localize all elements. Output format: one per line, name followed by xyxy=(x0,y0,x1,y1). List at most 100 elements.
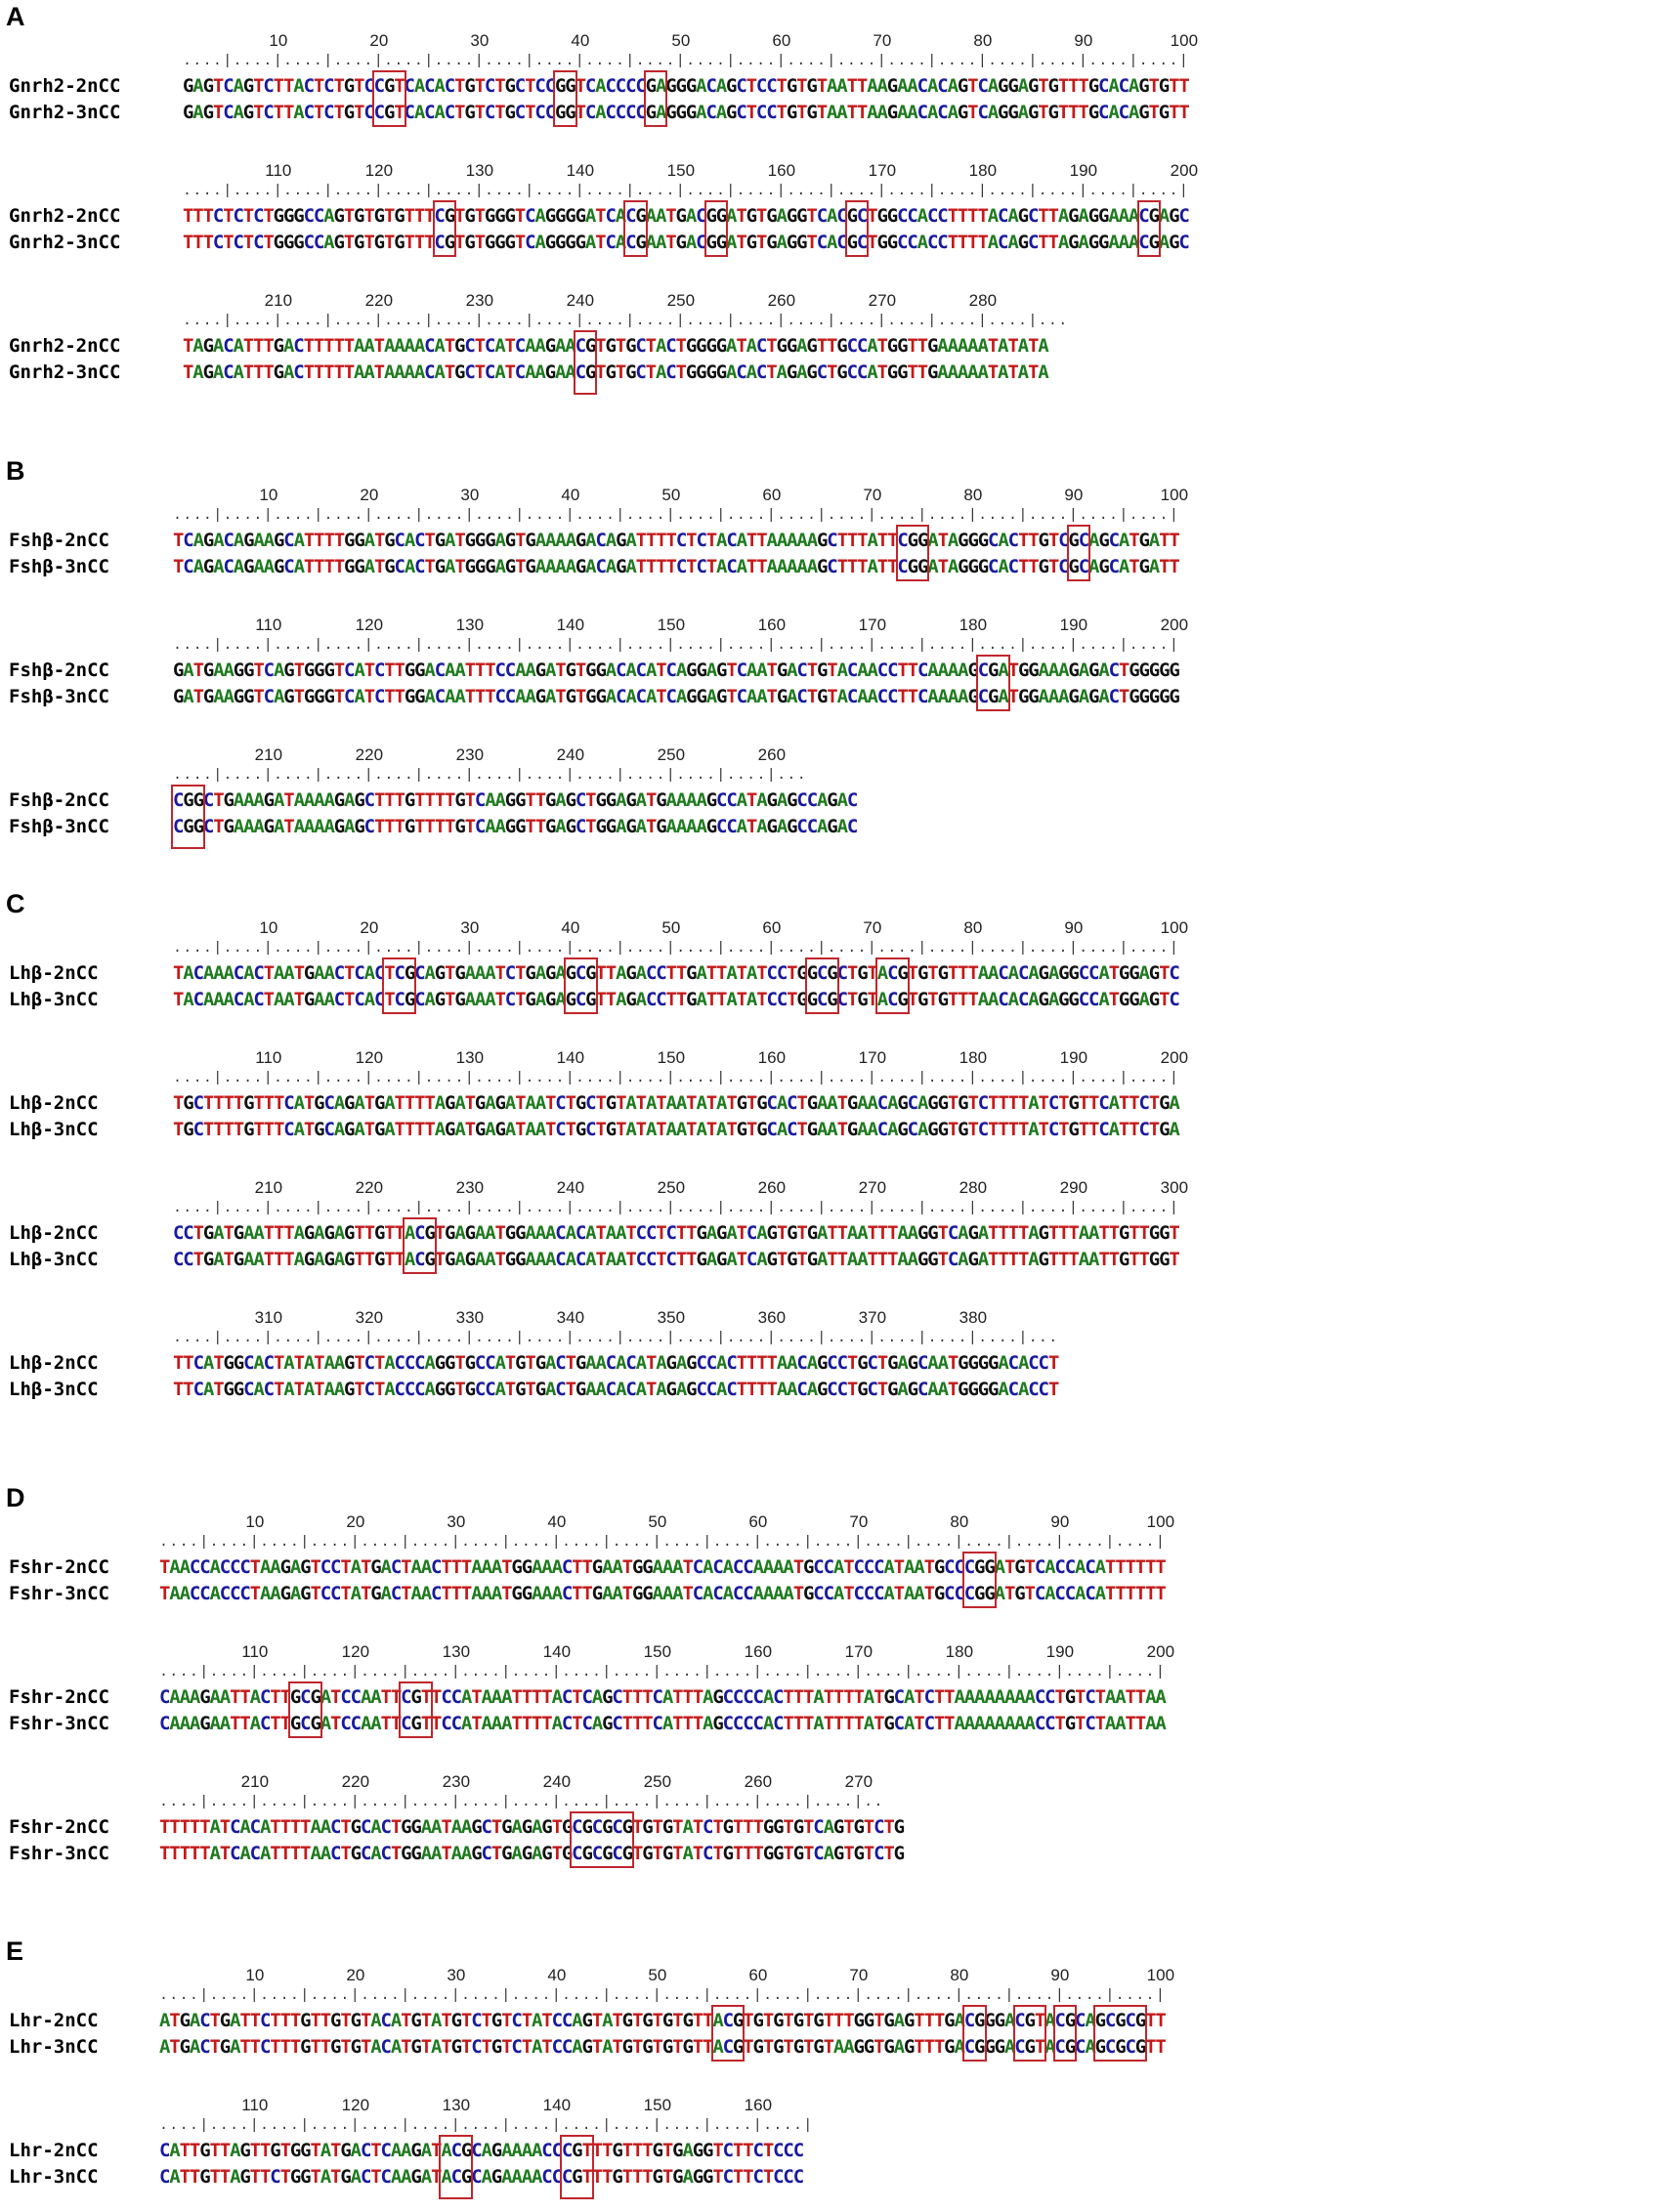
ruler-tick-label: 240 xyxy=(542,1772,572,1791)
nucleotide-t: T xyxy=(279,2140,292,2161)
nucleotide-a: A xyxy=(796,335,808,357)
nucleotide-t: T xyxy=(273,1249,285,1270)
nucleotide-t: T xyxy=(803,1686,815,1708)
nucleotide-g: G xyxy=(1115,2036,1127,2058)
nucleotide-g: G xyxy=(642,1816,654,1838)
nucleotide-t: T xyxy=(501,2036,513,2058)
nucleotide-c: C xyxy=(696,205,707,227)
nucleotide-c: C xyxy=(1038,1352,1049,1374)
nucleotide-g: G xyxy=(696,1222,707,1244)
nucleotide-t: T xyxy=(283,1222,295,1244)
nucleotide-t: T xyxy=(927,962,939,984)
nucleotide-g: G xyxy=(736,1119,748,1140)
nucleotide-t: T xyxy=(923,2010,936,2031)
nucleotide-t: T xyxy=(1118,659,1130,681)
sequence-row: TTTCTCTCTGGGCCAGTGTGTGTTTCGTGTGGGTCAGGGG… xyxy=(183,205,1190,227)
nucleotide-t: T xyxy=(373,530,386,551)
nucleotide-c: C xyxy=(876,686,889,707)
nucleotide-g: G xyxy=(464,1222,477,1244)
nucleotide-a: A xyxy=(183,686,194,707)
nucleotide-g: G xyxy=(1148,686,1161,707)
nucleotide-g: G xyxy=(534,686,547,707)
nucleotide-a: A xyxy=(813,1713,825,1734)
nucleotide-t: T xyxy=(450,1583,463,1604)
nucleotide-a: A xyxy=(907,102,918,123)
nucleotide-g: G xyxy=(464,232,476,253)
nucleotide-a: A xyxy=(169,1556,181,1578)
nucleotide-c: C xyxy=(340,1713,352,1734)
nucleotide-a: A xyxy=(243,989,255,1010)
nucleotide-a: A xyxy=(766,530,778,551)
nucleotide-a: A xyxy=(572,2010,583,2031)
nucleotide-g: G xyxy=(612,2140,623,2161)
nucleotide-c: C xyxy=(773,1686,785,1708)
nucleotide-c: C xyxy=(424,362,436,383)
nucleotide-a: A xyxy=(806,530,819,551)
nucleotide-g: G xyxy=(289,2140,302,2161)
ruler-tick-label: 150 xyxy=(666,161,696,180)
nucleotide-c: C xyxy=(283,1119,295,1140)
nucleotide-g: G xyxy=(354,232,365,253)
nucleotide-t: T xyxy=(665,530,677,551)
nucleotide-a: A xyxy=(726,1222,738,1244)
cpg-site-box xyxy=(573,330,598,395)
nucleotide-t: T xyxy=(705,962,718,984)
nucleotide-c: C xyxy=(998,232,1009,253)
nucleotide-t: T xyxy=(863,1816,875,1838)
nucleotide-a: A xyxy=(947,335,959,357)
ruler-tick-label: 80 xyxy=(950,1966,969,1984)
nucleotide-g: G xyxy=(484,232,496,253)
nucleotide-g: G xyxy=(239,2166,251,2188)
nucleotide-a: A xyxy=(988,962,1000,984)
nucleotide-a: A xyxy=(441,2140,452,2161)
nucleotide-g: G xyxy=(827,962,838,984)
nucleotide-t: T xyxy=(263,1249,276,1270)
nucleotide-c: C xyxy=(293,335,305,357)
nucleotide-c: C xyxy=(926,205,939,227)
nucleotide-a: A xyxy=(857,1119,869,1140)
nucleotide-a: A xyxy=(420,2166,433,2188)
nucleotide-g: G xyxy=(1118,962,1130,984)
nucleotide-c: C xyxy=(813,1816,825,1838)
nucleotide-t: T xyxy=(179,1843,192,1864)
nucleotide-g: G xyxy=(1017,686,1030,707)
nucleotide-t: T xyxy=(511,1713,523,1734)
ruler-tick-label: 200 xyxy=(1160,1048,1189,1067)
nucleotide-t: T xyxy=(343,232,356,253)
nucleotide-g: G xyxy=(464,75,476,97)
nucleotide-t: T xyxy=(832,2010,845,2031)
nucleotide-t: T xyxy=(1094,1713,1107,1734)
nucleotide-a: A xyxy=(481,1713,492,1734)
nucleotide-t: T xyxy=(836,1249,849,1270)
nucleotide-a: A xyxy=(314,816,325,837)
nucleotide-t: T xyxy=(581,1556,593,1578)
nucleotide-g: G xyxy=(656,789,667,811)
nucleotide-a: A xyxy=(756,686,768,707)
nucleotide-c: C xyxy=(1138,1092,1150,1114)
nucleotide-t: T xyxy=(1108,1249,1121,1270)
nucleotide-g: G xyxy=(776,659,788,681)
nucleotide-t: T xyxy=(635,556,648,577)
nucleotide-c: C xyxy=(561,2166,574,2188)
nucleotide-c: C xyxy=(846,335,859,357)
nucleotide-t: T xyxy=(645,530,658,551)
nucleotide-t: T xyxy=(665,989,677,1010)
nucleotide-g: G xyxy=(967,1222,979,1244)
nucleotide-g: G xyxy=(1024,2036,1036,2058)
nucleotide-c: C xyxy=(625,1352,637,1374)
nucleotide-g: G xyxy=(282,205,295,227)
nucleotide-t: T xyxy=(796,1222,808,1244)
nucleotide-t: T xyxy=(581,1583,593,1604)
nucleotide-t: T xyxy=(431,1713,443,1734)
nucleotide-c: C xyxy=(625,75,637,97)
nucleotide-a: A xyxy=(705,1222,718,1244)
nucleotide-c: C xyxy=(773,1713,785,1734)
nucleotide-t: T xyxy=(303,335,316,357)
nucleotide-g: G xyxy=(484,205,496,227)
nucleotide-g: G xyxy=(806,1119,819,1140)
nucleotide-t: T xyxy=(310,2140,321,2161)
nucleotide-t: T xyxy=(591,2140,604,2161)
nucleotide-a: A xyxy=(230,2010,241,2031)
nucleotide-a: A xyxy=(1003,1686,1016,1708)
nucleotide-g: G xyxy=(605,1092,618,1114)
